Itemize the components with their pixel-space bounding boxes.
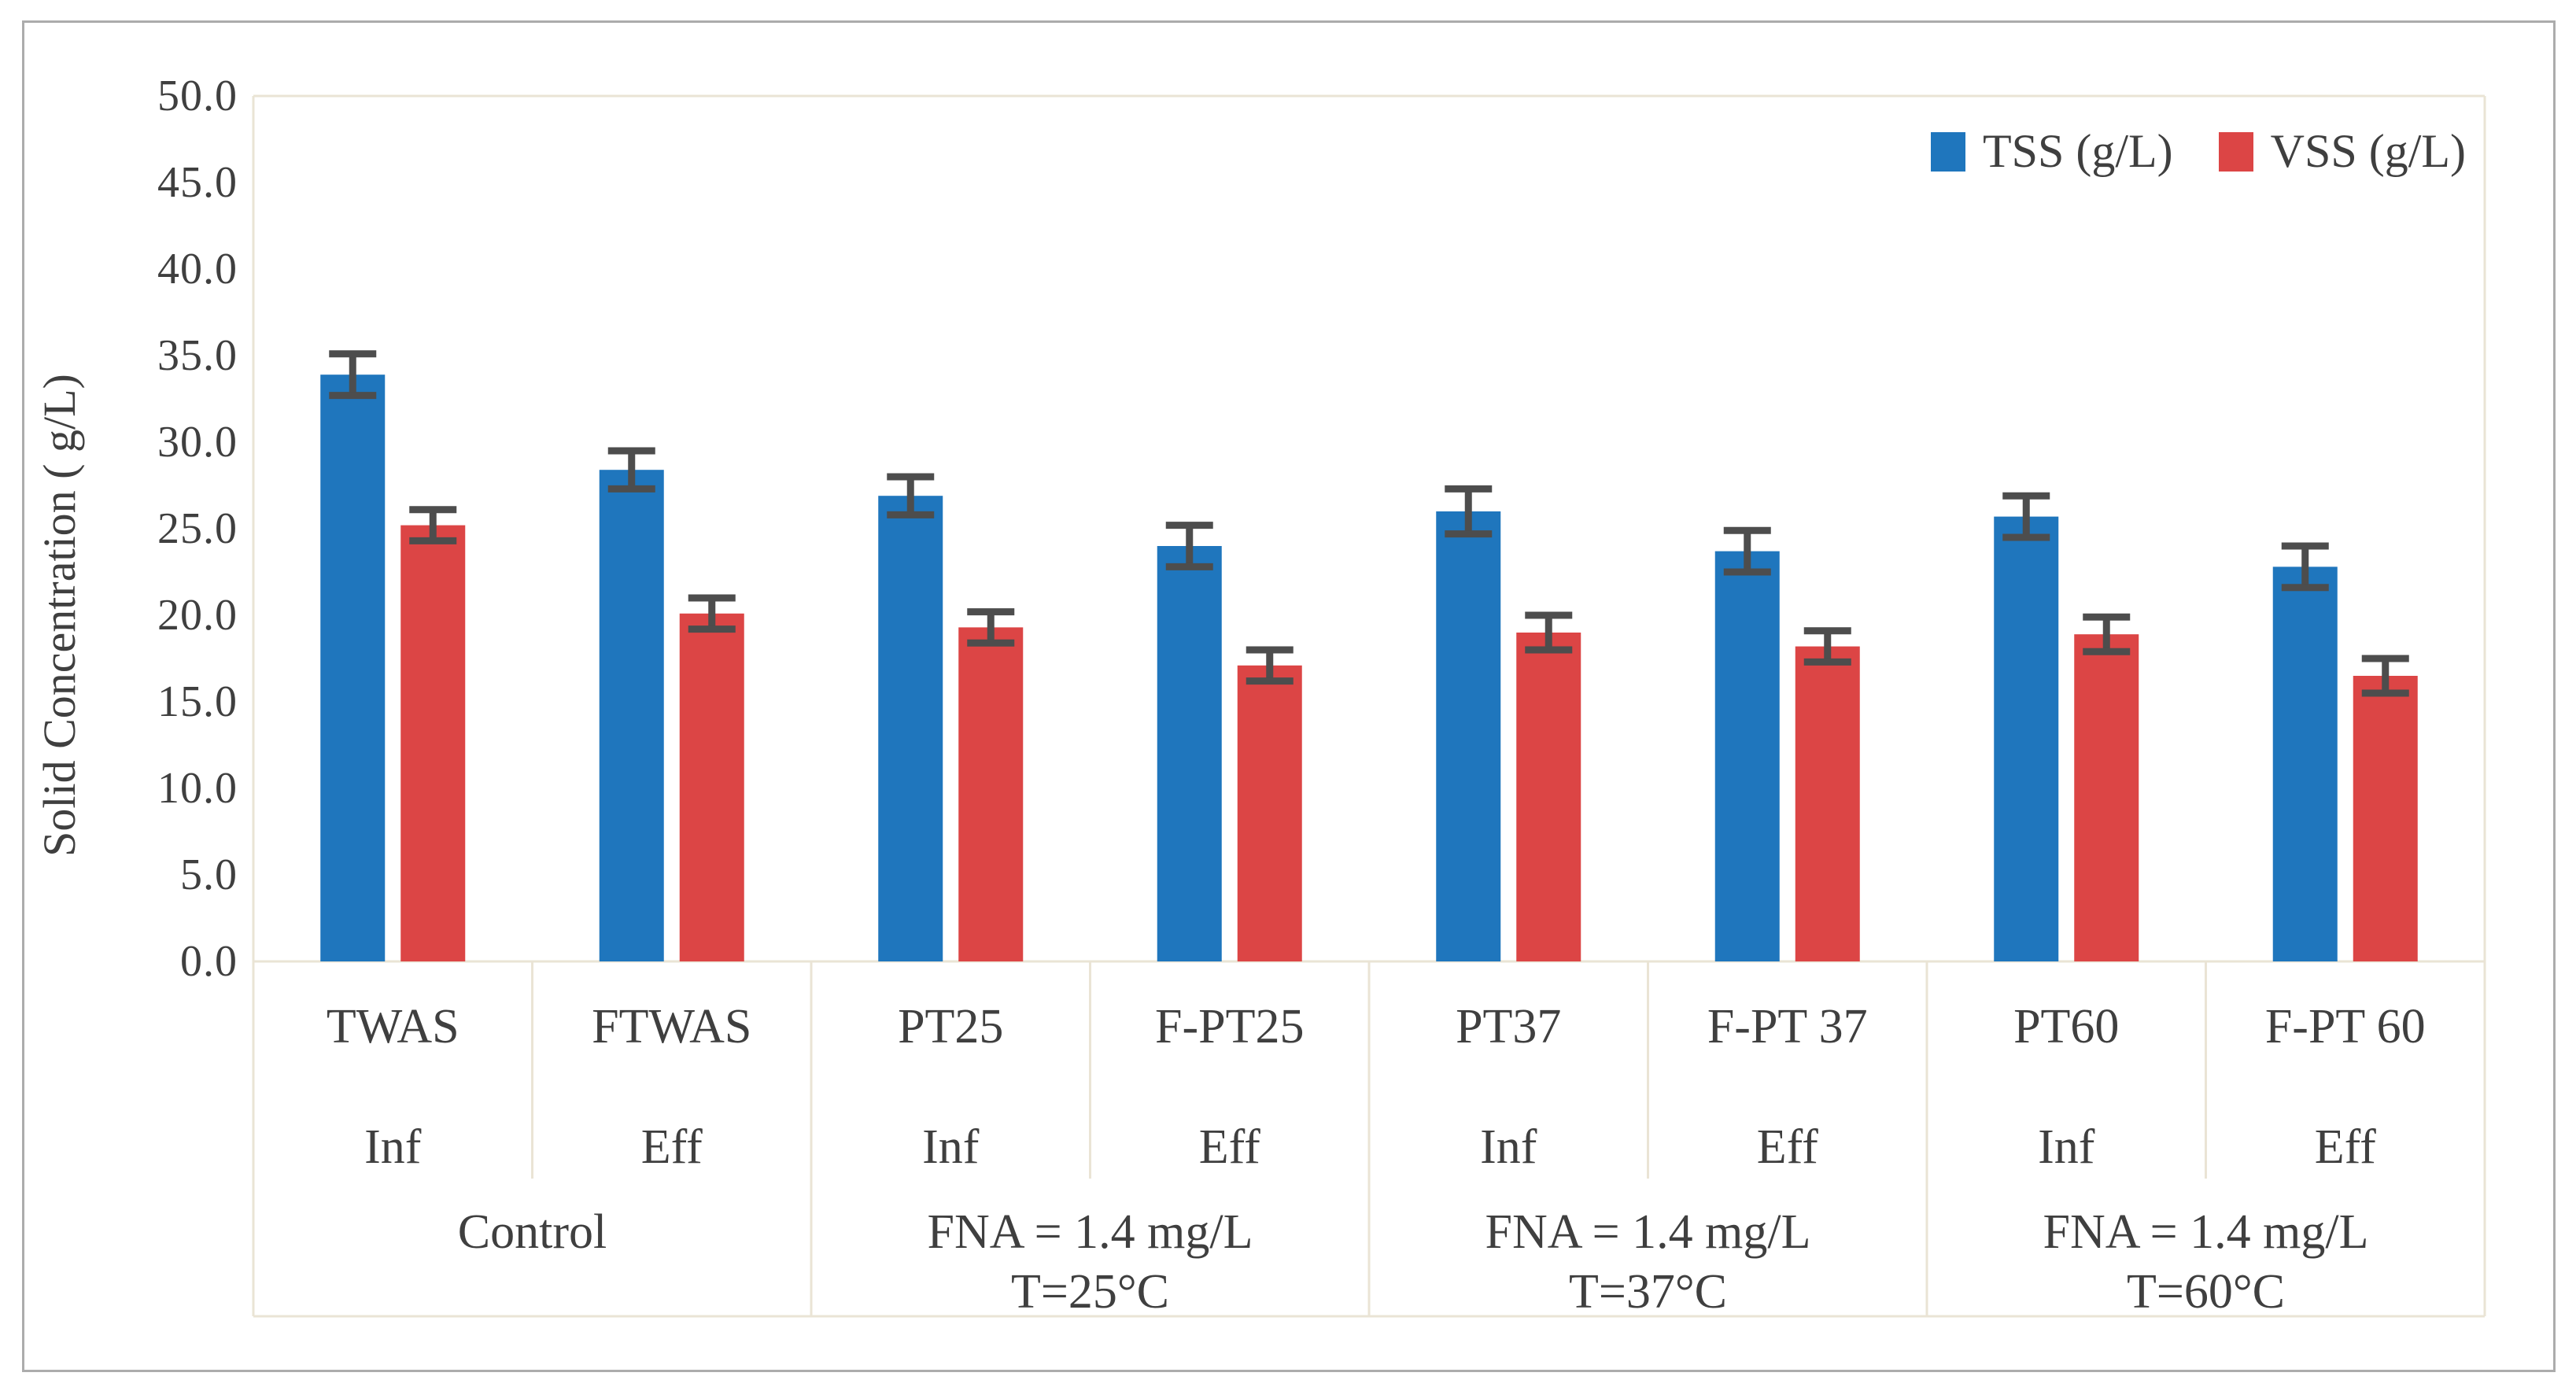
y-tick-label: 25.0	[157, 504, 238, 553]
category-label: TWAS	[326, 1000, 459, 1053]
condition-group-label: FNA = 1.4 mg/L T=60°C	[2043, 1205, 2369, 1319]
legend-label-vss: VSS (g/L)	[2270, 125, 2466, 177]
stream-label: Eff	[2314, 1120, 2376, 1174]
legend-label-tss: TSS (g/L)	[1982, 125, 2173, 177]
bar-vss-pt37	[1516, 633, 1581, 961]
stream-label: Eff	[1198, 1120, 1260, 1174]
y-tick-label: 50.0	[157, 72, 238, 120]
bar-tss-ftwas	[599, 470, 664, 961]
bar-tss-pt60	[1994, 516, 2059, 961]
condition-group-label: FNA = 1.4 mg/L T=37°C	[1485, 1205, 1811, 1319]
y-tick-label: 10.0	[157, 764, 238, 813]
bar-vss-pt25	[958, 627, 1024, 961]
y-tick-label: 30.0	[157, 418, 238, 467]
y-tick-label: 0.0	[180, 937, 238, 986]
legend: TSS (g/L) VSS (g/L)	[1930, 124, 2466, 179]
legend-item-tss: TSS (g/L)	[1930, 124, 2173, 179]
legend-item-vss: VSS (g/L)	[2218, 124, 2466, 179]
condition-group-label: Control	[457, 1205, 607, 1259]
tss-legend-swatch-icon	[1930, 131, 1965, 172]
bar-vss-twas	[400, 525, 466, 961]
y-tick-label: 15.0	[157, 677, 238, 726]
bar-tss-twas	[320, 374, 386, 961]
y-tick-label: 20.0	[157, 591, 238, 640]
y-tick-label: 45.0	[157, 158, 238, 207]
category-label: PT37	[1456, 1000, 1562, 1053]
y-tick-label: 40.0	[157, 245, 238, 293]
category-label: F-PT25	[1155, 1000, 1305, 1053]
bar-vss-pt60	[2074, 634, 2139, 961]
bar-tss-f-pt25	[1157, 546, 1222, 961]
bar-vss-f-pt37	[1795, 646, 1860, 961]
stream-label: Inf	[1480, 1120, 1537, 1174]
category-label: PT25	[898, 1000, 1004, 1053]
category-label: F-PT 37	[1707, 1000, 1868, 1053]
stream-label: Inf	[364, 1120, 422, 1174]
bar-vss-f-pt25	[1237, 665, 1302, 961]
stream-label: Eff	[640, 1120, 703, 1174]
bar-tss-pt25	[878, 496, 943, 961]
bar-tss-pt37	[1436, 511, 1501, 961]
category-label: FTWAS	[592, 1000, 752, 1053]
condition-group-label: FNA = 1.4 mg/L T=25°C	[927, 1205, 1253, 1319]
stream-label: Inf	[2038, 1120, 2095, 1174]
y-tick-label: 35.0	[157, 331, 238, 380]
bar-vss-f-pt60	[2353, 676, 2418, 961]
stream-label: Inf	[922, 1120, 980, 1174]
bar-tss-f-pt60	[2272, 566, 2338, 961]
vss-legend-swatch-icon	[2218, 131, 2253, 172]
bar-vss-ftwas	[679, 613, 744, 961]
y-tick-label: 5.0	[180, 850, 238, 899]
category-label: F-PT 60	[2264, 1000, 2426, 1053]
stream-label: Eff	[1756, 1120, 1818, 1174]
category-label: PT60	[2013, 1000, 2120, 1053]
bar-tss-f-pt37	[1714, 551, 1780, 961]
